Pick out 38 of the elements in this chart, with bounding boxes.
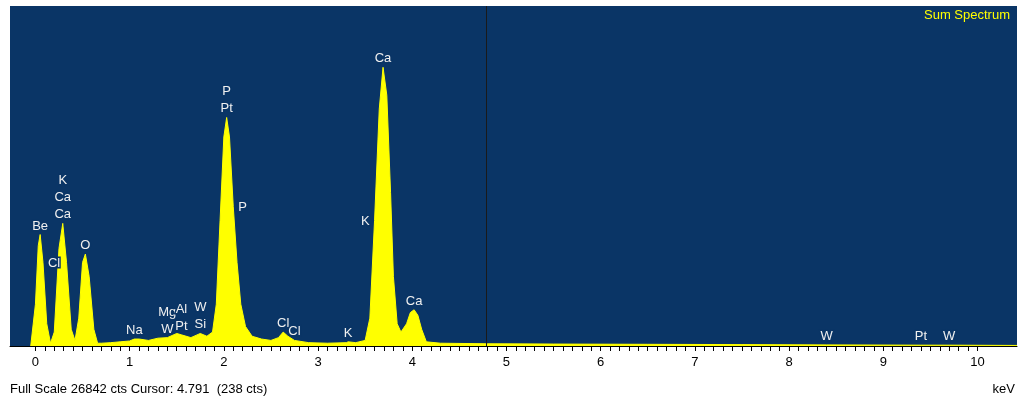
annotation: W [820, 327, 834, 343]
annotation: Pt [220, 100, 234, 116]
annotation: P [238, 199, 247, 215]
annotation: Be [32, 217, 49, 233]
x-tick-label: 0 [31, 354, 40, 369]
annotation: W [943, 328, 957, 344]
annotation: Cl [277, 315, 290, 331]
text: Full Scale 26842 cts Cursor: 4.791 (238 cts) [10, 381, 268, 396]
annotation: Ca [54, 189, 72, 205]
x-tick-label: 7 [691, 354, 699, 369]
x-tick-label: 10 [970, 354, 985, 369]
text: Sum Spectrum [924, 6, 1011, 22]
annotation: Cl [288, 323, 301, 339]
annotation: W [194, 299, 208, 315]
annotation: K [343, 324, 353, 340]
annotation: Pt [914, 328, 928, 344]
annotation: Al [175, 300, 188, 316]
x-tick-label: 2 [220, 354, 228, 369]
x-tick-label: 6 [597, 354, 605, 369]
annotation: K [58, 172, 68, 188]
annotation: Na [126, 322, 144, 338]
annotation: Mg [158, 303, 177, 319]
x-tick-label: 5 [502, 354, 511, 369]
x-tick-label: 4 [408, 354, 416, 369]
annotation: Ca [374, 50, 393, 66]
annotation: Ca [54, 206, 72, 222]
annotation: Ca [405, 292, 424, 308]
annotation: Si [194, 316, 207, 332]
annotation: W [161, 320, 175, 336]
x-tick-label: 1 [126, 354, 134, 369]
x-tick-label: 9 [879, 354, 887, 369]
x-tick-label: 8 [785, 354, 793, 369]
x-axis-title: keV [992, 381, 1016, 396]
x-tick-label: 3 [314, 354, 322, 369]
annotation: P [222, 83, 231, 99]
annotation: K [360, 213, 370, 229]
annotation: Pt [175, 317, 188, 333]
annotation: O [80, 237, 91, 253]
